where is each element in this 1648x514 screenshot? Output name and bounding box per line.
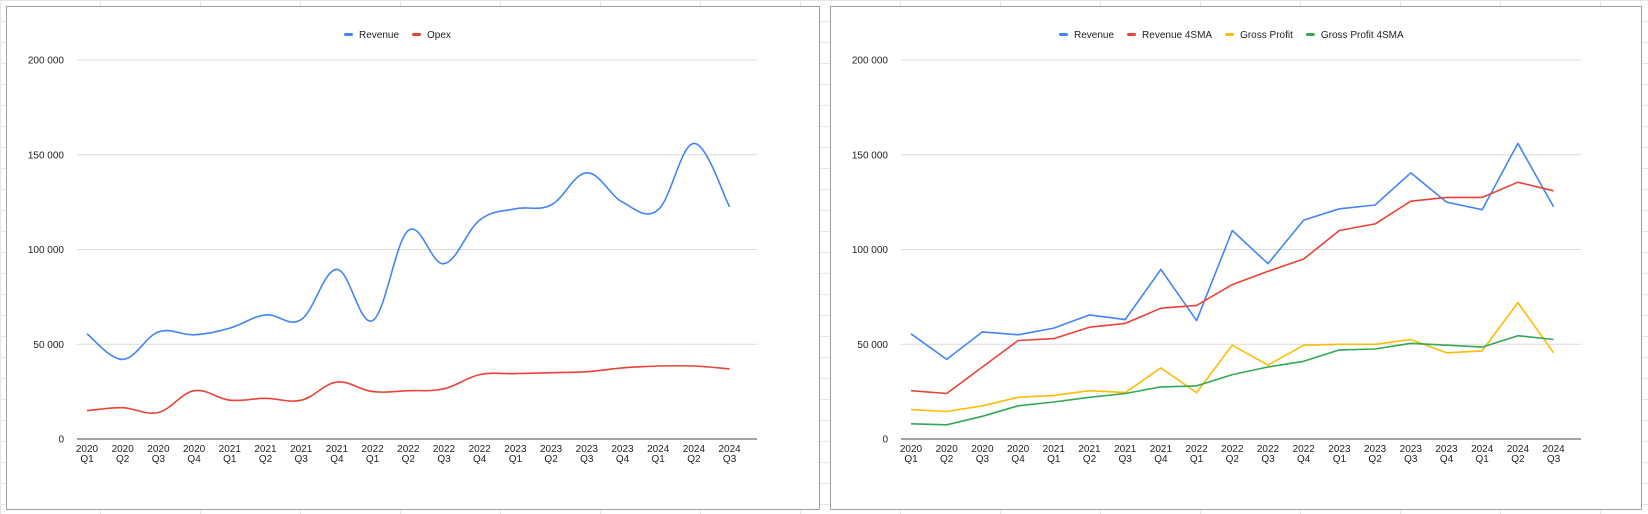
gridlines [77,59,757,345]
series-line-revenue [910,142,1555,361]
series-lines [86,142,731,414]
x-tick-label: 2022 Q2 [397,444,420,465]
legend-label: Opex [427,30,451,41]
x-tick-label: 2024 Q3 [718,444,741,465]
legend-label: Revenue [359,30,399,41]
series-line-opex [86,364,730,414]
chart-svg: 0 50 000 100 000 150 000 200 000 2020 Q1 2020 Q2… [28,30,757,465]
x-tick-label: 2020 Q2 [936,444,959,465]
x-tick-label: 2023 Q3 [576,444,599,465]
x-tick-label: 2022 Q2 [1221,444,1244,465]
x-tick-label: 2021 Q4 [1150,444,1173,465]
x-tick-label: 2024 Q1 [647,444,670,465]
x-tick-label: 2023 Q4 [1435,444,1458,465]
gridlines [901,59,1581,345]
y-tick-label: 50 000 [857,340,888,351]
x-axis-tick-labels: 2020 Q1 2020 Q2 2020 Q3 2020 Q4 2021 Q1 2021 Q2 2021… [76,444,741,465]
x-tick-label: 2020 Q1 [76,444,99,465]
x-tick-label: 2021 Q2 [1078,444,1101,465]
x-tick-label: 2023 Q3 [1400,444,1423,465]
series-lines [910,142,1555,426]
series-line-gross-profit-4sma [910,334,1554,426]
y-tick-label: 0 [882,435,888,446]
x-tick-label: 2024 Q2 [1507,444,1530,465]
legend-item-opex: Opex [412,30,451,41]
x-tick-label: 2021 Q2 [254,444,277,465]
x-tick-label: 2020 Q4 [183,444,206,465]
x-tick-label: 2022 Q3 [1257,444,1280,465]
chart-1-root: 0 50 000 100 000 150 000 200 000 2020 Q1 2020 Q2… [852,30,1581,465]
x-tick-label: 2023 Q1 [1328,444,1351,465]
legend-item-revenue-4sma: Revenue 4SMA [1127,30,1212,41]
chart-0-root: 0 50 000 100 000 150 000 200 000 2020 Q1 2020 Q2… [28,30,757,465]
x-tick-label: 2023 Q2 [540,444,563,465]
y-tick-label: 50 000 [33,340,64,351]
x-tick-label: 2020 Q3 [971,444,994,465]
x-tick-label: 2021 Q1 [219,444,242,465]
legend-swatch [1225,33,1235,36]
legend-swatch [344,33,353,36]
y-tick-label: 0 [58,435,64,446]
x-tick-label: 2023 Q2 [1364,444,1387,465]
legend: Revenue Revenue 4SMA Gross Profit Gross Pro… [1059,30,1404,41]
x-tick-label: 2020 Q1 [900,444,923,465]
x-tick-label: 2021 Q4 [326,444,349,465]
y-tick-label: 150 000 [852,150,889,161]
legend-swatch [1059,33,1068,36]
legend-label: Revenue 4SMA [1142,30,1212,41]
series-line-gross-profit [910,301,1555,413]
legend-item-gross-profit: Gross Profit [1225,30,1293,41]
legend-swatch [1305,33,1315,36]
legend-item-revenue: Revenue [1059,30,1114,41]
y-tick-label: 150 000 [28,150,65,161]
legend-swatch [412,33,422,36]
y-axis-tick-labels: 0 50 000 100 000 150 000 200 000 [852,56,889,446]
legend-label: Gross Profit 4SMA [1321,30,1404,41]
legend-item-gross-profit-4sma: Gross Profit 4SMA [1305,30,1404,41]
legend-label: Gross Profit [1240,30,1293,41]
y-tick-label: 100 000 [28,245,65,256]
x-tick-label: 2021 Q3 [290,444,313,465]
x-tick-label: 2024 Q1 [1471,444,1494,465]
x-tick-label: 2022 Q1 [361,444,384,465]
x-tick-label: 2024 Q3 [1542,444,1565,465]
legend-item-revenue: Revenue [344,30,399,41]
x-tick-label: 2024 Q2 [683,444,706,465]
x-tick-label: 2022 Q4 [469,444,492,465]
x-tick-label: 2021 Q1 [1043,444,1066,465]
x-tick-label: 2022 Q3 [433,444,456,465]
legend: Revenue Opex [344,30,451,41]
x-axis-tick-labels: 2020 Q1 2020 Q2 2020 Q3 2020 Q4 2021 Q1 2021 Q2 2021… [900,444,1565,465]
x-tick-label: 2022 Q4 [1293,444,1316,465]
y-tick-label: 200 000 [28,56,65,67]
series-line-revenue [86,142,731,361]
revenue-opex-chart: 0 50 000 100 000 150 000 200 000 2020 Q1 2020 Q2… [6,6,820,510]
legend-swatch [1127,33,1137,36]
x-tick-label: 2020 Q4 [1007,444,1030,465]
chart-svg: 0 50 000 100 000 150 000 200 000 2020 Q1 2020 Q2… [852,30,1581,465]
x-tick-label: 2021 Q3 [1114,444,1137,465]
revenue-gross-profit-sma-chart: 0 50 000 100 000 150 000 200 000 2020 Q1 2020 Q2… [830,6,1642,510]
y-axis-tick-labels: 0 50 000 100 000 150 000 200 000 [28,56,65,446]
y-tick-label: 100 000 [852,245,889,256]
legend-label: Revenue [1074,30,1114,41]
y-tick-label: 200 000 [852,56,889,67]
x-tick-label: 2022 Q1 [1185,444,1208,465]
x-tick-label: 2023 Q1 [504,444,527,465]
x-tick-label: 2020 Q2 [112,444,135,465]
series-line-revenue-4sma [910,181,1554,395]
x-tick-label: 2023 Q4 [611,444,634,465]
x-tick-label: 2020 Q3 [147,444,170,465]
